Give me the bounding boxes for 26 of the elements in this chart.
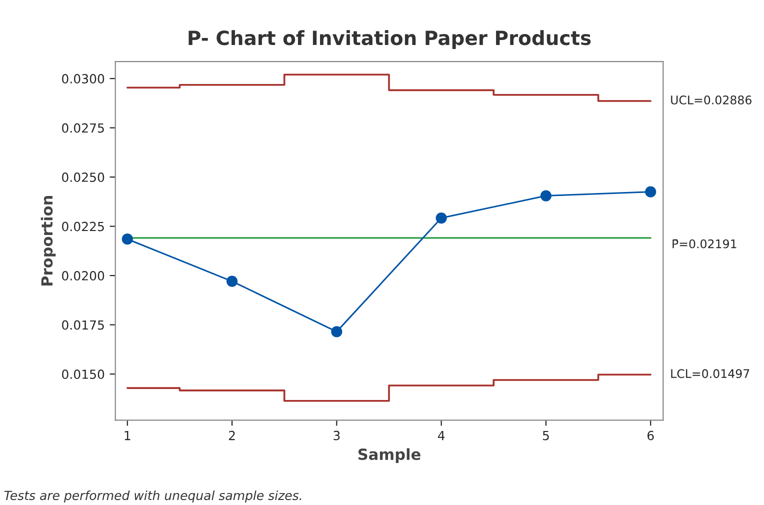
x-tick-label: 3 [334, 430, 340, 440]
x-axis-title: Sample [358, 448, 420, 464]
ref-line-label: P̄=0.02191 [672, 239, 736, 248]
y-axis-title: Proportion [40, 196, 56, 286]
y-tick-label: 0.0150 [62, 370, 104, 379]
x-tick-label: 5 [542, 430, 549, 440]
y-tick-label: 0.0250 [62, 172, 104, 182]
y-tick-label: 0.0275 [62, 123, 104, 133]
chart-title: P- Chart of Invitation Paper Products [188, 30, 591, 49]
x-tick-label: 1 [124, 430, 130, 440]
x-tick-label: 4 [438, 430, 445, 440]
y-tick-label: 0.0300 [62, 74, 104, 84]
annotation: LCL=0.01497 [671, 369, 750, 378]
point [331, 326, 342, 338]
y-tick-label: 0.0200 [62, 271, 104, 280]
point [540, 190, 552, 202]
y-tick-label: 0.0175 [62, 320, 104, 330]
point [122, 234, 133, 245]
point [436, 212, 447, 224]
x-tick-label: 6 [647, 430, 654, 440]
point [226, 276, 238, 287]
text: Tests are performed with unequal sample sizes. [4, 490, 302, 503]
y-tick-label: 0.0225 [62, 222, 104, 232]
annotation: UCL=0.02886 [671, 96, 752, 104]
point [645, 186, 656, 198]
x-tick-label: 2 [228, 430, 235, 440]
